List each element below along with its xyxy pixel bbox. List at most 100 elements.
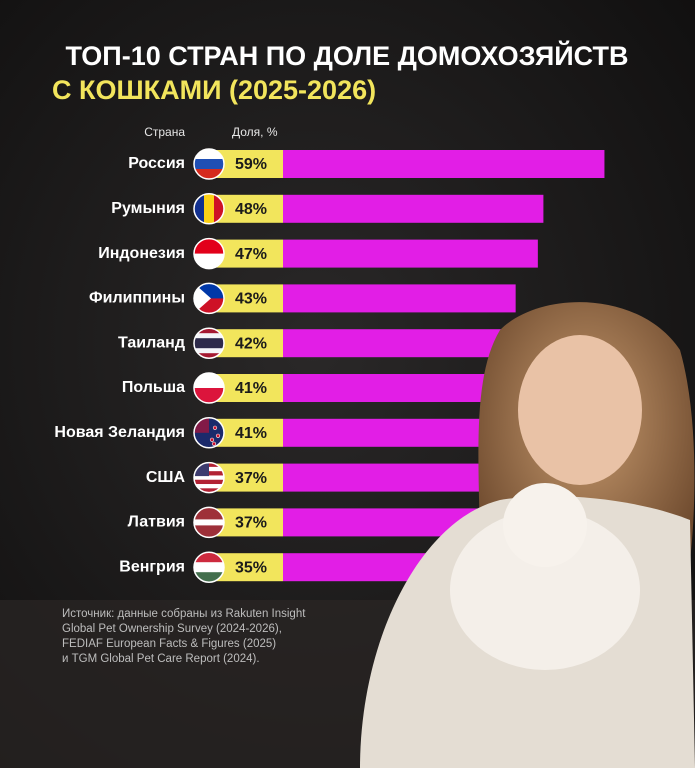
photo-face [518,335,642,485]
flag-stripe [194,484,224,489]
flag [194,507,224,538]
value-label-box [214,329,283,358]
flag-border [193,372,225,404]
category-label: Венгрия [119,558,185,575]
flag-border [193,506,225,539]
value-label: 59% [235,156,267,173]
flag-star [215,433,221,438]
flag [194,283,224,314]
value-label-box [214,150,283,178]
flag-stripe [194,238,224,255]
flag-stripe [194,572,224,583]
source-line: FEDIAF European Facts & Figures (2025) [62,638,276,650]
source-line: Global Pet Ownership Survey (2024-2026), [62,623,282,635]
category-label: Россия [128,155,185,172]
flag-stripe [194,253,224,269]
flag-border [193,282,225,315]
value-label-box [214,418,283,447]
flag-stripe [194,353,224,359]
flag-star [212,425,218,430]
flag-stripe [194,475,224,481]
flag-stripe [194,348,224,354]
flag-stripe [194,169,224,179]
category-label: Новая Зеландия [54,424,185,441]
value-label-box [214,239,283,268]
value-label: 35% [235,559,267,576]
photo-cat [450,510,640,670]
flag [194,373,224,403]
value-label: 43% [235,291,267,308]
value-header: Доля, % [232,125,278,139]
bar [283,150,605,178]
chart-subtitle: С КОШКАМИ (2025-2026) [52,75,376,105]
category-label: Филиппины [89,290,185,307]
flag-border [193,551,225,583]
category-header: Страна [144,125,185,139]
value-label-box [214,194,283,223]
flag-stripe [194,373,224,389]
value-label: 41% [235,380,267,397]
flag-stripe [194,149,224,160]
flag-stripe [194,159,224,170]
category-label: Таиланд [118,334,185,351]
bar [283,284,516,313]
bar [283,374,505,402]
rows: Россия 59% Румыния 48% Индонезия 47% Филиппины… [54,148,605,583]
flag-stripe [194,479,224,485]
flag [194,462,224,493]
flag-border [193,327,225,359]
category-label: Польша [122,379,185,396]
bar [283,329,511,358]
value-label: 37% [235,470,267,487]
flag-stripe [194,488,224,493]
value-label-box [214,463,283,492]
flag [194,149,224,179]
source-line: Источник: данные собраны из Rakuten Insi… [62,608,306,620]
flag-stripe [194,343,224,349]
flag-stripe [204,193,215,224]
flag-stripe [194,388,224,403]
flag-border [193,417,225,449]
flag-stripe [194,525,224,532]
category-label: Румыния [111,200,185,217]
flag-stripe [194,519,224,526]
value-label: 48% [235,201,267,218]
flag-border [193,237,225,270]
category-label: Латвия [128,514,185,531]
flag-stripe [194,507,224,514]
source: Источник: данные собраны из Rakuten Insi… [62,608,306,665]
flag-stripe [194,193,205,224]
bar [283,194,544,223]
value-label-box [214,553,283,582]
flag-border [193,193,225,225]
photo-cat-head [503,483,587,567]
value-label: 37% [235,515,267,532]
photo [360,302,695,768]
chart-title: ТОП-10 СТРАН ПО ДОЛЕ ДОМОХОЗЯЙСТВ [65,40,628,71]
flag [194,193,224,224]
value-label-box [214,284,283,313]
flag-star [211,441,217,446]
bar [283,418,505,447]
value-label: 42% [235,335,267,352]
flag-stripe [194,328,224,334]
flag-triangle [194,283,211,314]
flag [194,328,224,359]
source-line: и TGM Global Pet Care Report (2024). [62,653,260,665]
category-label: Индонезия [98,245,185,262]
flag-stripe [194,333,224,339]
value-label-box [214,374,283,402]
flag-stripe [194,552,224,563]
bar [283,463,483,492]
bar [283,239,538,268]
flag [194,552,224,583]
value-label: 41% [235,425,267,442]
flag-star [209,437,215,442]
flag-stripe [194,562,224,573]
flag-stripe [194,513,224,520]
category-label: США [146,469,186,486]
flag-stripe [194,531,224,538]
flag-border [193,148,225,180]
